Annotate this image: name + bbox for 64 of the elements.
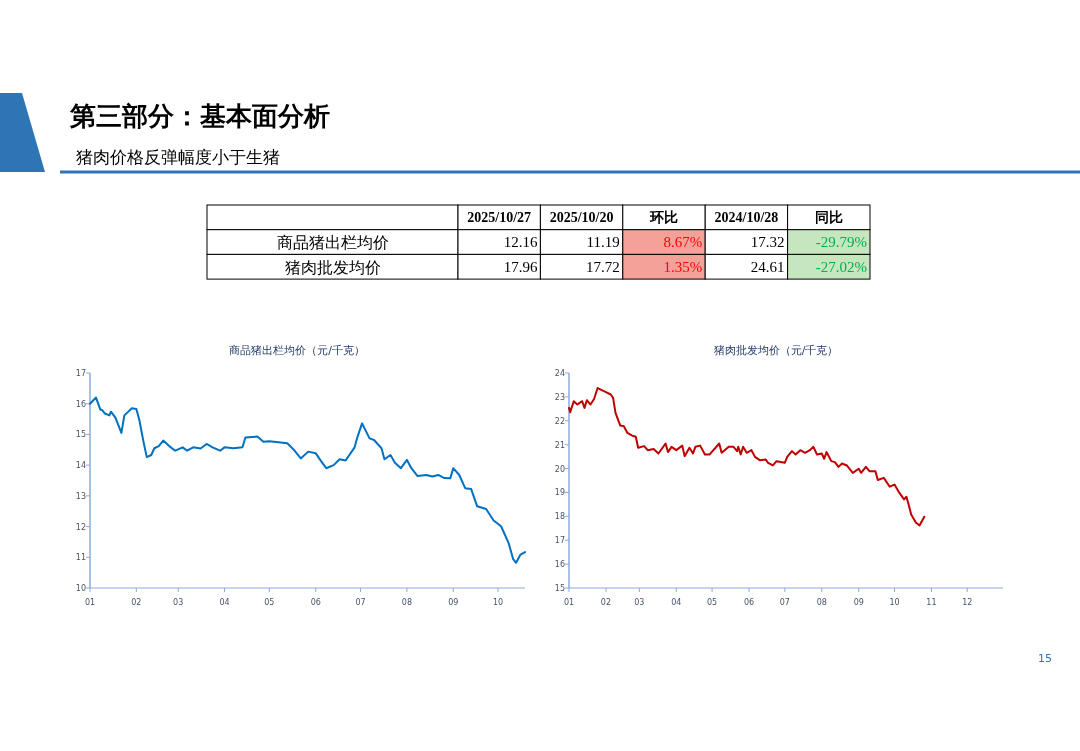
y-tick-label: 16 [75, 399, 86, 409]
data-label: 17.72 [586, 258, 620, 275]
x-tick-label: 06 [743, 598, 755, 607]
data-label: 17.32 [750, 234, 785, 251]
data-label: 1.35% [663, 258, 703, 275]
data-label: 24.61 [750, 258, 785, 275]
line-series [89, 396, 526, 564]
line-series [568, 387, 926, 527]
y-tick-label: 22 [554, 416, 565, 426]
x-tick-label: 2025/10/20 [549, 210, 614, 226]
x-tick-label: 05 [264, 598, 275, 607]
x-tick-label: 02 [131, 598, 142, 607]
chart-title: 商品猪出栏均价（元/千克） [229, 344, 365, 357]
y-tick-label: 猪肉批发均价 [284, 258, 381, 276]
chart-title: 猪肉批发均价（元/千克） [713, 344, 839, 357]
x-tick-label: 09 [853, 598, 864, 607]
y-tick-label: 21 [554, 440, 565, 450]
y-tick-label: 11 [75, 553, 86, 563]
x-tick-label: 04 [671, 598, 682, 607]
text: 猪肉价格反弹幅度小于生猪 [76, 147, 280, 167]
y-tick-label: 14 [75, 461, 86, 471]
data-label: -29.79% [815, 234, 867, 251]
y-tick-label: 17 [554, 536, 565, 546]
data-label: 8.67% [663, 234, 703, 251]
x-tick-label: 12 [962, 598, 973, 607]
data-label: 11.19 [586, 234, 620, 251]
x-tick-label: 03 [173, 598, 184, 607]
x-tick-label: 01 [563, 598, 575, 607]
x-tick-label: 03 [634, 598, 645, 607]
y-tick-label: 20 [554, 464, 565, 474]
data-label: 17.96 [503, 258, 538, 275]
y-tick-label: 10 [75, 584, 86, 593]
x-tick-label: 08 [401, 598, 412, 607]
x-tick-label: 02 [600, 598, 612, 607]
y-tick-label: 24 [554, 369, 565, 378]
y-tick-label: 17 [75, 369, 86, 378]
x-tick-label: 04 [219, 598, 230, 607]
y-tick-label: 13 [75, 491, 86, 501]
y-tick-label: 23 [554, 392, 565, 402]
x-tick-label: 07 [779, 598, 790, 607]
x-tick-label: 10 [889, 598, 900, 607]
x-tick-label: 2024/10/28 [714, 210, 779, 226]
y-tick-label: 商品猪出栏均价 [276, 234, 389, 252]
text: 15 [1038, 652, 1052, 665]
text: 第三部分：基本面分析 [69, 101, 330, 131]
y-tick-label: 18 [554, 512, 565, 522]
x-tick-label: 07 [355, 598, 366, 607]
y-tick-label: 19 [554, 488, 565, 498]
x-tick-label: 2025/10/27 [467, 210, 532, 226]
data-label: -27.02% [815, 258, 867, 275]
data-label: 12.16 [503, 234, 538, 251]
x-tick-label: 08 [816, 598, 827, 607]
x-tick-label: 11 [926, 598, 937, 607]
x-tick-label: 10 [493, 598, 504, 607]
y-tick-label: 15 [75, 430, 86, 440]
x-tick-label: 05 [706, 598, 718, 607]
x-tick-label: 同比 [814, 210, 843, 226]
y-tick-label: 12 [75, 522, 86, 532]
x-tick-label: 09 [448, 598, 459, 607]
x-tick-label: 06 [310, 598, 321, 607]
y-tick-label: 15 [554, 584, 565, 593]
x-tick-label: 01 [84, 598, 96, 607]
x-tick-label: 环比 [649, 210, 678, 226]
y-tick-label: 16 [554, 560, 565, 570]
